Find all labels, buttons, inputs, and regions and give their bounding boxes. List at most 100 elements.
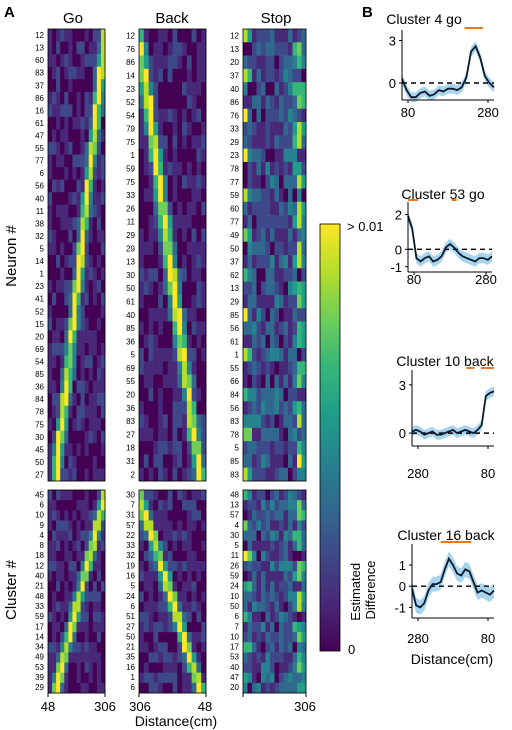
heat-cell [252, 652, 257, 663]
neuron-row-label: 16 [35, 106, 44, 115]
neuron-row-label: 55 [230, 364, 239, 373]
heat-cell [92, 342, 98, 356]
heat-cell [167, 215, 173, 229]
heat-cell [301, 454, 307, 468]
heat-cell [186, 215, 192, 229]
heat-cell [96, 29, 102, 42]
cluster-row-label: 5 [131, 582, 136, 591]
heat-cell [283, 601, 289, 613]
heat-cell [158, 308, 164, 322]
heat-cell [96, 91, 102, 105]
heat-cell [100, 430, 106, 444]
heat-cell [153, 561, 159, 572]
heat-cell [56, 104, 61, 118]
heat-cell [270, 95, 275, 110]
heat-cell [292, 215, 298, 229]
heat-cell [243, 561, 248, 572]
heat-cell [48, 217, 53, 231]
heat-cell [64, 510, 69, 521]
heat-cell [64, 672, 69, 684]
heat-cell [288, 68, 293, 83]
heat-cell [288, 652, 293, 663]
heat-cell [265, 454, 271, 468]
heat-cell [84, 510, 90, 521]
heat-cell [72, 255, 77, 268]
heat-cell [52, 229, 57, 243]
cluster-row-label: 57 [230, 511, 239, 520]
heat-cell [186, 672, 192, 684]
heat-cell [247, 601, 253, 613]
heat-cell [92, 632, 98, 643]
heat-cell [292, 632, 298, 643]
heat-cell [96, 652, 102, 663]
heat-cell [92, 581, 98, 592]
heat-cell [162, 591, 169, 602]
heat-cell [186, 268, 192, 282]
heat-cell [288, 281, 293, 296]
heat-cell [92, 561, 98, 572]
heat-cell [64, 280, 69, 293]
heat-cell [301, 148, 307, 163]
heat-cell [100, 91, 106, 105]
heat-cell [162, 427, 169, 442]
heat-cell [48, 305, 53, 319]
heat-cell [270, 228, 275, 242]
heat-cell [158, 188, 164, 203]
heat-cell [80, 204, 85, 218]
heat-cell [256, 281, 262, 296]
heat-cell [247, 361, 253, 375]
heat-cell [162, 500, 169, 511]
heat-cell [80, 229, 85, 243]
heat-cell [68, 280, 73, 293]
heat-cell [60, 342, 65, 356]
heat-cell [292, 561, 298, 572]
heat-cell [158, 201, 164, 216]
heat-cell [64, 530, 69, 542]
heat-cell [252, 122, 257, 136]
heat-cell [297, 29, 302, 43]
heat-cell [92, 530, 98, 542]
heat-cell [92, 142, 98, 155]
heat-cell [191, 652, 197, 663]
heat-cell [252, 490, 257, 501]
heat-cell [48, 79, 53, 93]
heat-cell [52, 455, 57, 469]
heat-cell [256, 571, 262, 582]
heat-cell [270, 571, 275, 582]
heat-cell [139, 201, 145, 216]
heat-cell [162, 255, 169, 269]
heat-cell [283, 427, 289, 442]
heat-cell [148, 642, 154, 653]
heat-cell [96, 581, 102, 592]
heat-cell [243, 161, 248, 176]
y-tick-label: 3 [389, 34, 396, 49]
heat-cell [158, 652, 164, 663]
heat-cell [182, 294, 188, 309]
heat-cell [191, 510, 197, 521]
heat-cell [96, 267, 102, 281]
heat-cell [48, 66, 53, 80]
neuron-row-label: 55 [35, 144, 44, 153]
heat-cell [279, 591, 284, 602]
heat-cell [60, 642, 65, 653]
cluster-row-label: 10 [230, 592, 239, 601]
heat-cell [143, 427, 149, 442]
y-tick-label: 0 [399, 426, 406, 441]
heat-cell [96, 280, 102, 293]
heat-cell [256, 42, 262, 56]
heat-cell [297, 621, 302, 633]
heat-cell [88, 204, 94, 218]
heat-cell [153, 42, 159, 56]
heat-cell [84, 229, 90, 243]
cluster-row-label: 8 [40, 541, 45, 550]
heat-cell [162, 441, 169, 455]
heat-cell [162, 510, 169, 521]
heat-cell [243, 334, 248, 349]
heat-cell [92, 672, 98, 684]
heat-cell [256, 611, 262, 623]
heat-cell [68, 142, 73, 155]
heat-cell [283, 215, 289, 229]
heat-cell [297, 281, 302, 296]
heat-cell [88, 455, 94, 469]
heat-cell [88, 530, 94, 542]
